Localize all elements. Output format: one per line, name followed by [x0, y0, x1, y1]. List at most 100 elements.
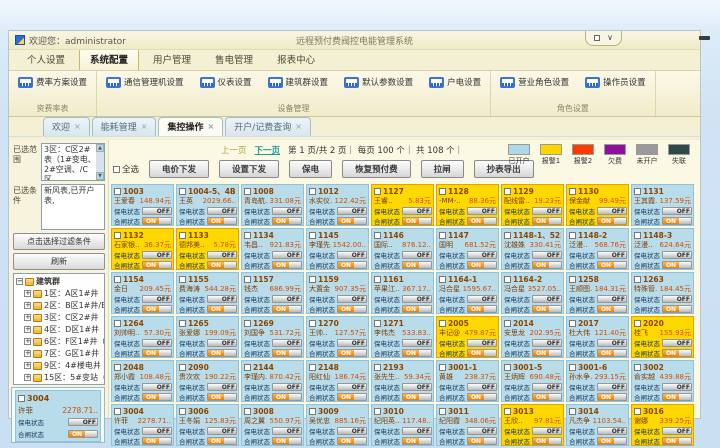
meter-card[interactable]: 2144 李瑾内.. 870.42元 保电状态 OFF 合闸状态 ON	[241, 360, 304, 402]
switch-status-toggle[interactable]: ON	[207, 349, 237, 357]
meter-card[interactable]: 1008 青岛航.. 331.08元 保电状态 OFF 合闸状态 ON	[241, 184, 304, 226]
tree-item-6[interactable]: +9区：4#楼电井（4#	[24, 360, 104, 371]
switch-status-toggle[interactable]: ON	[272, 305, 302, 313]
switch-status-toggle[interactable]: ON	[402, 437, 432, 445]
tab-0[interactable]: 欢迎 ×	[43, 117, 90, 136]
power-status-toggle[interactable]: OFF	[337, 427, 367, 435]
meter-card[interactable]: 1270 王帅.. 127.57元 保电状态 OFF 合闸状态 ON	[306, 316, 369, 358]
switch-status-toggle[interactable]: ON	[402, 217, 432, 225]
power-status-toggle[interactable]: OFF	[142, 251, 172, 259]
meter-card[interactable]: 1157 钱杰 686.99元 保电状态 OFF 合闸状态 ON	[241, 272, 304, 314]
card-checkbox[interactable]	[114, 187, 121, 195]
expand-icon[interactable]: +	[24, 313, 31, 321]
meter-card[interactable]: 1148-3 泛漫.. 624.64元 保电状态 OFF 合闸状态 ON	[631, 228, 694, 270]
ribbon-button-0-0[interactable]: 费率方案设置	[15, 74, 90, 90]
meter-card[interactable]: 3001-6 孙水争.. 293.15元 保电状态 OFF 合闸状态 ON	[566, 360, 629, 402]
meter-card[interactable]: 2020 桂飞 155.93元 保电状态 OFF 合闸状态 ON	[631, 316, 694, 358]
select-all[interactable]: 全选	[113, 163, 139, 175]
meter-card[interactable]: 3009 吴优忠 885.16元 保电状态 OFF 合闸状态 ON	[306, 404, 369, 446]
power-status-toggle[interactable]: OFF	[337, 383, 367, 391]
switch-status-toggle[interactable]: ON	[207, 305, 237, 313]
meter-card[interactable]: 2005 丰记@ 479.87元 保电状态 OFF 合闸状态 ON	[436, 316, 499, 358]
switch-status-toggle[interactable]: ON	[597, 217, 627, 225]
switch-status-toggle[interactable]: ON	[532, 305, 562, 313]
power-status-toggle[interactable]: OFF	[597, 251, 627, 259]
card-checkbox[interactable]	[504, 319, 511, 327]
meter-card[interactable]: 3001-5 王炳辉 690.48元 保电状态 OFF 合闸状态 ON	[501, 360, 564, 402]
switch-status-toggle[interactable]: ON	[467, 437, 497, 445]
power-status-toggle[interactable]: OFF	[402, 339, 432, 347]
switch-status-toggle[interactable]: ON	[467, 393, 497, 401]
card-checkbox[interactable]	[179, 187, 186, 195]
card-checkbox[interactable]	[18, 394, 25, 402]
switch-status-toggle[interactable]: ON	[142, 217, 172, 225]
meter-card[interactable]: 3004 许菲 2278.71.. 保电状态 OFF 合闸状态 ON	[111, 404, 174, 446]
meter-card[interactable]: 3011 纪阳霞 348.06元 保电状态 OFF 合闸状态 ON	[436, 404, 499, 446]
switch-status-toggle[interactable]: ON	[142, 349, 172, 357]
card-checkbox[interactable]	[439, 363, 446, 371]
power-status-toggle[interactable]: OFF	[207, 383, 237, 391]
meter-card[interactable]: 3006 王冬娟 125.83元 保电状态 OFF 合闸状态 ON	[176, 404, 239, 446]
meter-card[interactable]: 1164-2 冯合星 3527.05.. 保电状态 OFF 合闸状态 ON	[501, 272, 564, 314]
switch-status-toggle[interactable]: ON	[272, 349, 302, 357]
ribbon-button-2-1[interactable]: 操作员设置	[582, 74, 649, 90]
switch-status-toggle[interactable]: ON	[532, 217, 562, 225]
power-status-toggle[interactable]: OFF	[662, 207, 692, 215]
meter-card[interactable]: 1012 水实仪.. 122.42元 保电状态 OFF 合闸状态 ON	[306, 184, 369, 226]
expand-icon[interactable]: +	[24, 361, 31, 369]
power-status-toggle[interactable]: OFF	[597, 295, 627, 303]
power-status-toggle[interactable]: OFF	[337, 251, 367, 259]
card-checkbox[interactable]	[114, 275, 121, 283]
meter-card[interactable]: 1131 王其霞.. 137.59元 保电状态 OFF 合闸状态 ON	[631, 184, 694, 226]
meter-card[interactable]: 1155 费海涛 544.28元 保电状态 OFF 合闸状态 ON	[176, 272, 239, 314]
card-checkbox[interactable]	[439, 319, 446, 327]
switch-status-toggle[interactable]: ON	[532, 437, 562, 445]
card-checkbox[interactable]	[374, 363, 381, 371]
power-status-toggle[interactable]: OFF	[207, 427, 237, 435]
switch-status-toggle[interactable]: ON	[402, 349, 432, 357]
power-status-toggle[interactable]: OFF	[402, 207, 432, 215]
meter-card[interactable]: 3008 周之翼 550.97元 保电状态 OFF 合闸状态 ON	[241, 404, 304, 446]
scroll-up-icon[interactable]: ▲	[96, 144, 104, 152]
tree-item-0[interactable]: +1区：A区1#井	[24, 288, 104, 299]
meter-card[interactable]: 3004 许菲 2278.71.. 保电状态 OFF 合闸状态 ON	[15, 390, 101, 442]
card-checkbox[interactable]	[374, 231, 381, 239]
toolbar-button-1[interactable]: 设置下发	[219, 160, 280, 178]
card-checkbox[interactable]	[309, 275, 316, 283]
expand-icon[interactable]: +	[24, 301, 31, 309]
ribbon-button-1-3[interactable]: 默认参数设置	[341, 74, 416, 90]
power-status-toggle[interactable]: OFF	[272, 207, 302, 215]
card-checkbox[interactable]	[504, 231, 511, 239]
scroll-down-icon[interactable]: ▼	[96, 172, 104, 180]
tab-close-icon[interactable]: ×	[74, 122, 81, 131]
tab-close-icon[interactable]: ×	[140, 122, 148, 131]
card-checkbox[interactable]	[504, 275, 511, 283]
meter-card[interactable]: 1148-1、522 沈雄姝 330.41元 保电状态 OFF 合闸状态 ON	[501, 228, 564, 270]
power-status-toggle[interactable]: OFF	[467, 251, 497, 259]
meter-card[interactable]: 1148-2 泛漫.. 568.76元 保电状态 OFF 合闸状态 ON	[566, 228, 629, 270]
card-checkbox[interactable]	[634, 231, 641, 239]
switch-status-toggle[interactable]: ON	[662, 305, 692, 313]
tree-item-7[interactable]: +15区：5#变站（3#	[24, 372, 104, 383]
meter-card[interactable]: 1127 王睿.. 5.83元 保电状态 OFF 合闸状态 ON	[371, 184, 434, 226]
ribbon-button-1-0[interactable]: 通信管理机设置	[103, 74, 187, 90]
card-checkbox[interactable]	[309, 363, 316, 371]
meter-card[interactable]: 1128 -MM-.. 88.36元 保电状态 OFF 合闸状态 ON	[436, 184, 499, 226]
switch-status-toggle[interactable]: ON	[337, 217, 367, 225]
card-checkbox[interactable]	[439, 275, 446, 283]
power-status-toggle[interactable]: OFF	[467, 427, 497, 435]
meter-card[interactable]: 3010 纪阳英.. 117.48.. 保电状态 OFF 合闸状态 ON	[371, 404, 434, 446]
meter-card[interactable]: 3016 谢娜 339.25元 保电状态 OFF 合闸状态 ON	[631, 404, 694, 446]
power-status-toggle[interactable]: OFF	[467, 383, 497, 391]
switch-status-toggle[interactable]: ON	[207, 217, 237, 225]
switch-status-toggle[interactable]: ON	[467, 261, 497, 269]
meter-card[interactable]: 1154 金日 209.45元 保电状态 OFF 合闸状态 ON	[111, 272, 174, 314]
meter-card[interactable]: 1269 刘国争 531.72元 保电状态 OFF 合闸状态 ON	[241, 316, 304, 358]
tab-close-icon[interactable]: ×	[295, 122, 302, 131]
switch-status-toggle[interactable]: ON	[597, 261, 627, 269]
power-status-toggle[interactable]: OFF	[532, 207, 562, 215]
meter-card[interactable]: 1271 李伟杰 533.83.. 保电状态 OFF 合闸状态 ON	[371, 316, 434, 358]
switch-status-toggle[interactable]: ON	[532, 349, 562, 357]
switch-status-toggle[interactable]: ON	[402, 305, 432, 313]
